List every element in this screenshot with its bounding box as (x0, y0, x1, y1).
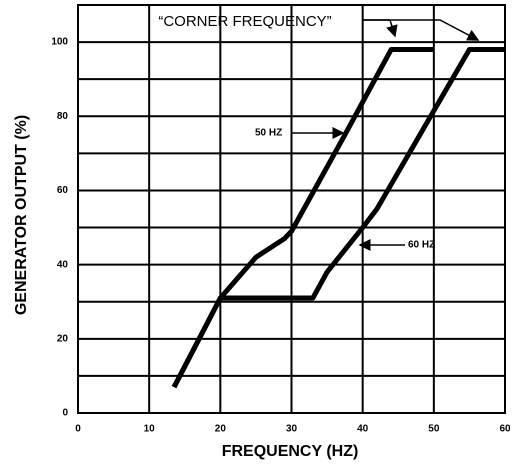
x-tick-label: 20 (215, 424, 227, 435)
x-tick-label: 50 (428, 424, 440, 435)
series-label: 50 HZ (255, 128, 282, 139)
y-tick-label: 60 (57, 185, 69, 196)
y-tick-label: 40 (57, 259, 69, 270)
series-label: 60 HZ (408, 240, 435, 251)
y-tick-label: 20 (57, 333, 69, 344)
x-tick-label: 0 (75, 424, 81, 435)
line-series (171, 47, 434, 389)
x-tick-label: 10 (144, 424, 156, 435)
y-tick-label: 80 (57, 111, 69, 122)
annotation: “CORNER FREQUENCY” (158, 13, 331, 30)
x-tick-label: 40 (357, 424, 369, 435)
plot-frame (77, 4, 506, 414)
y-tick-label: 0 (62, 408, 68, 419)
x-tick-label: 30 (286, 424, 298, 435)
y-tick-label: 100 (51, 37, 68, 48)
x-tick-label: 60 (499, 424, 511, 435)
x-axis-title: FREQUENCY (HZ) (222, 443, 359, 460)
line-series (171, 47, 505, 389)
annotation-arrow (362, 19, 398, 38)
y-axis-title: GENERATOR OUTPUT (%) (13, 115, 30, 315)
annotation-arrow (362, 19, 480, 41)
